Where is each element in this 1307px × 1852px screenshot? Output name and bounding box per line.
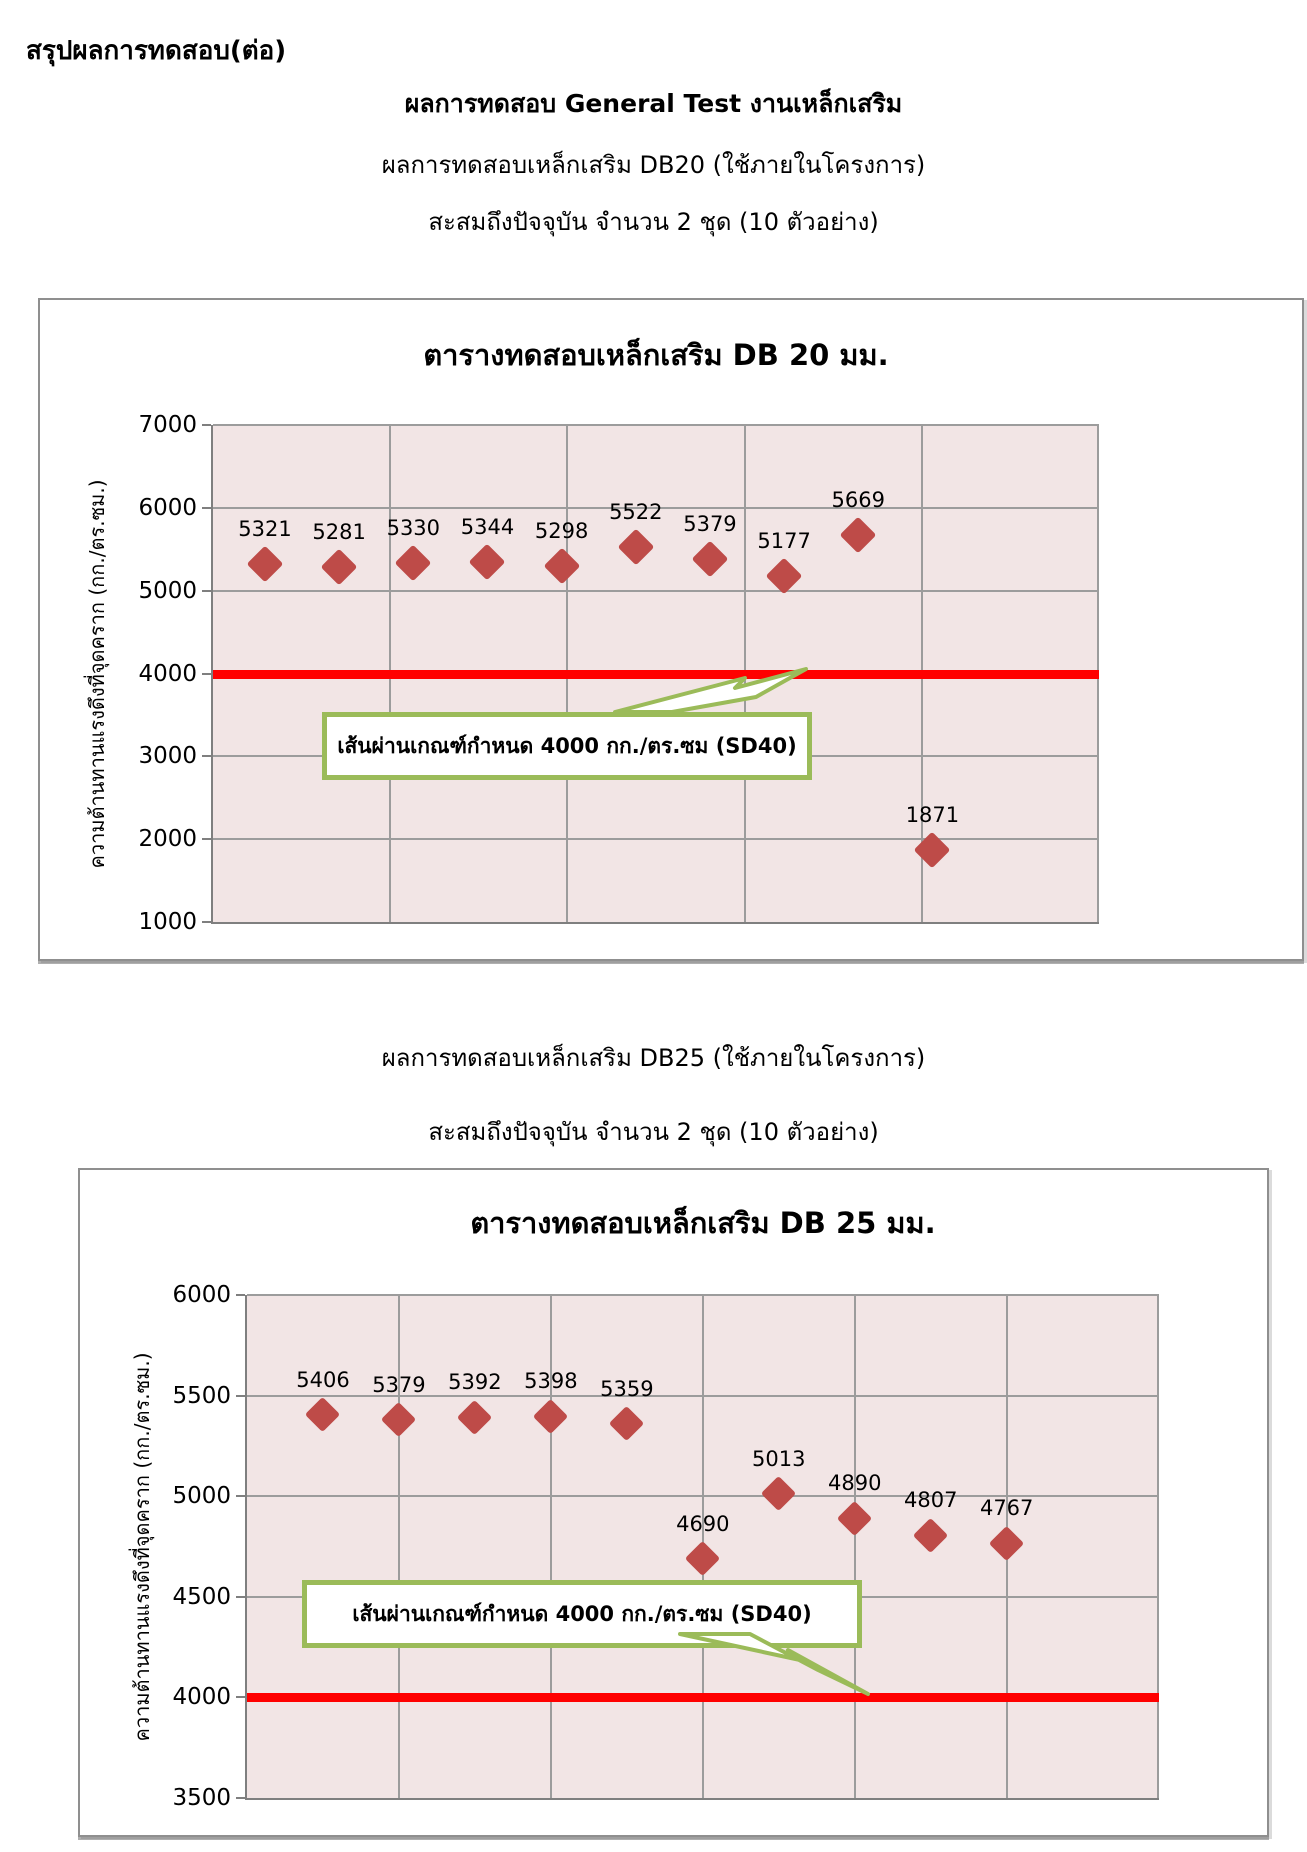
y-axis-tick (236, 1394, 245, 1397)
x-axis-line (245, 1798, 1159, 1800)
gridline-horizontal (213, 838, 1099, 841)
gridline-horizontal (213, 424, 1099, 426)
y-axis-tick (202, 589, 211, 592)
y-axis-tick (236, 1294, 245, 1296)
data-point-label: 5379 (683, 512, 737, 537)
data-point-label: 4807 (903, 1488, 958, 1513)
section2-accumulation: สะสมถึงปัจจุบัน จำนวน 2 ชุด (10 ตัวอย่าง… (428, 1118, 879, 1146)
section1-subtitle: ผลการทดสอบเหล็กเสริม DB20 (ใช้ภายในโครงก… (381, 151, 926, 179)
y-tick-label: 5000 (172, 1483, 231, 1510)
chart-title: ตารางทดสอบเหล็กเสริม DB 25 มม. (470, 1206, 936, 1240)
data-point-label: 5013 (752, 1446, 806, 1471)
data-point-label: 4690 (676, 1511, 730, 1536)
limit-callout: เส้นผ่านเกณฑ์กำหนด 4000 กก./ตร.ซม (SD40) (302, 1580, 862, 1648)
data-point-label: 5669 (831, 488, 885, 513)
chart-title: ตารางทดสอบเหล็กเสริม DB 20 มม. (423, 338, 889, 372)
y-axis-tick (202, 672, 211, 675)
data-point-label: 5281 (312, 520, 366, 545)
chart-box-db20: ตารางทดสอบเหล็กเสริม DB 20 มม. ความต้านทา… (38, 298, 1304, 961)
y-axis-tick (202, 838, 211, 841)
data-point-label: 4890 (828, 1471, 882, 1496)
y-tick-label: 6000 (172, 1282, 231, 1308)
y-axis-tick (202, 424, 211, 426)
chart-box-db25: ตารางทดสอบเหล็กเสริม DB 25 มม. ความต้านทา… (78, 1168, 1269, 1837)
y-tick-label: 7000 (138, 412, 197, 438)
section1-accumulation: สะสมถึงปัจจุบัน จำนวน 2 ชุด (10 ตัวอย่าง… (428, 208, 879, 236)
gridline-horizontal (213, 506, 1099, 509)
limit-line (247, 1693, 1159, 1703)
y-axis-tick (202, 506, 211, 509)
y-tick-label: 6000 (138, 494, 197, 521)
y-tick-label: 1000 (138, 909, 197, 935)
plot-area: 7000 6000 5000 4000 3000 2000 1000 5321 5281 5330… (138, 412, 1099, 935)
y-axis-tick (236, 1595, 245, 1598)
data-point-label: 5398 (524, 1369, 578, 1394)
data-point-label: 5344 (460, 515, 515, 540)
y-axis-line (211, 425, 213, 924)
data-point-label: 4767 (979, 1496, 1034, 1521)
y-tick-label: 3000 (138, 743, 197, 770)
y-axis-tick (236, 1495, 245, 1498)
y-tick-label: 5000 (138, 577, 197, 604)
y-tick-label: 4000 (172, 1684, 231, 1711)
data-point-label: 5177 (757, 529, 811, 553)
data-point-label: 1871 (905, 802, 960, 827)
data-point-label: 5321 (238, 517, 292, 542)
data-point-label: 5298 (534, 518, 589, 543)
x-axis-line (211, 922, 1099, 924)
y-axis-line (245, 1295, 247, 1800)
data-point-label: 5392 (448, 1370, 502, 1395)
limit-callout: เส้นผ่านเกณฑ์กำหนด 4000 กก./ตร.ซม (SD40) (322, 712, 812, 780)
page-title: สรุปผลการทดสอบ(ต่อ) (26, 36, 287, 66)
gridline-vertical (854, 1295, 856, 1798)
y-axis-tick (236, 1696, 245, 1699)
data-point-label: 5330 (386, 516, 441, 541)
report-heading: ผลการทดสอบ General Test งานเหล็กเสริม (404, 89, 903, 118)
data-point-label: 5406 (296, 1367, 350, 1392)
limit-line (213, 669, 1099, 679)
y-tick-label: 2000 (138, 826, 197, 853)
plot-area: 6000 5500 5000 4500 4000 3500 5406 5379 5392 5398… (172, 1282, 1159, 1811)
y-axis-tick (202, 755, 211, 758)
data-point-label: 5359 (600, 1376, 654, 1401)
data-point-label: 5379 (372, 1372, 426, 1397)
y-axis-tick (236, 1797, 245, 1799)
section2-subtitle: ผลการทดสอบเหล็กเสริม DB25 (ใช้ภายในโครงก… (381, 1044, 926, 1072)
y-axis-tick (202, 921, 211, 923)
y-tick-label: 5500 (172, 1382, 231, 1409)
gridline-vertical (550, 1295, 552, 1798)
data-point-label: 5522 (609, 500, 663, 525)
gridline-vertical (1157, 1295, 1159, 1798)
y-tick-label: 4000 (138, 660, 197, 687)
gridline-vertical (398, 1295, 400, 1798)
y-tick-label: 4500 (172, 1583, 231, 1610)
y-tick-label: 3500 (172, 1785, 231, 1811)
gridline-horizontal (213, 589, 1099, 592)
